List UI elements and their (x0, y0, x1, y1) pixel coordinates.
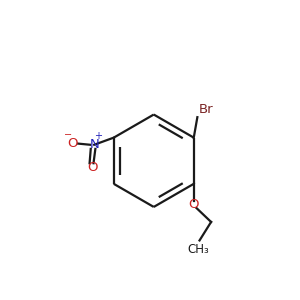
Text: −: − (64, 130, 72, 140)
Text: +: + (94, 131, 102, 141)
Text: O: O (67, 137, 77, 150)
Text: O: O (188, 198, 199, 211)
Text: N: N (89, 138, 99, 151)
Text: CH₃: CH₃ (188, 243, 209, 256)
Text: Br: Br (199, 103, 213, 116)
Text: O: O (87, 161, 98, 174)
